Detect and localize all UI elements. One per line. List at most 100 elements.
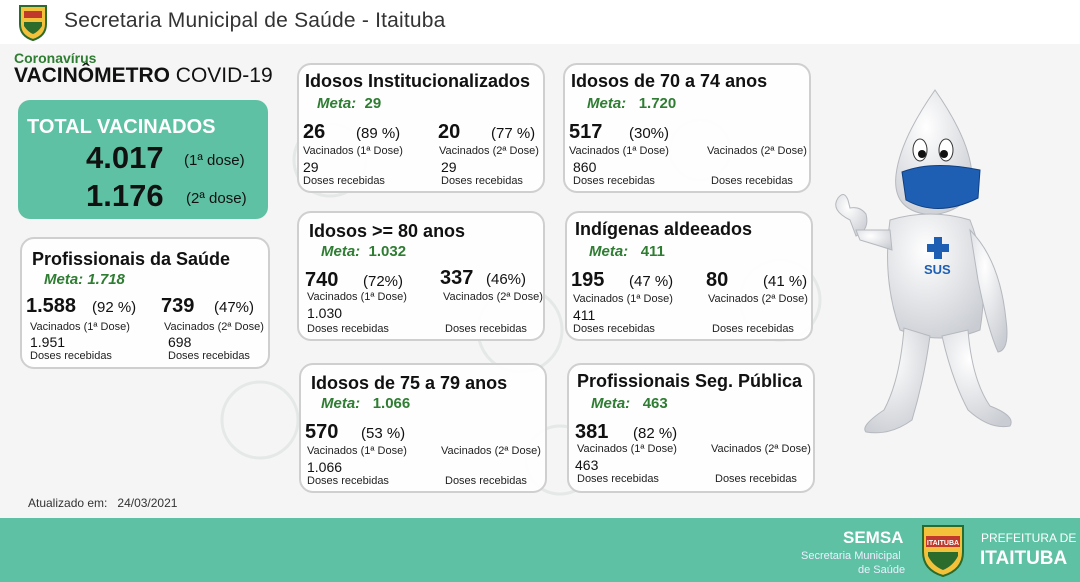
dose2-caption: Vacinados (2ª Dose) <box>708 293 808 305</box>
card-title: Idosos de 70 a 74 anos <box>571 71 768 91</box>
dose1-caption: Vacinados (1ª Dose) <box>307 291 407 303</box>
card-profissionais-saude: Profissionais da Saúde Meta: 1.718 1.588… <box>20 237 270 369</box>
total-dose2-label: (2ª dose) <box>186 190 247 207</box>
dose2-caption: Vacinados (2ª Dose) <box>439 145 539 157</box>
updated-date: 24/03/2021 <box>117 496 178 510</box>
coronavirus-label: Coronavírus <box>14 50 97 66</box>
footer-bar: SEMSA Secretaria Municipal de Saúde ITAI… <box>0 518 1080 582</box>
dose2-value: 739 <box>161 295 195 317</box>
card-title: Indígenas aldeeados <box>575 219 753 239</box>
itaituba-crest-logo: ITAITUBA <box>922 525 964 578</box>
dose2-value: 80 <box>706 269 729 291</box>
card-title: Idosos Institucionalizados <box>305 71 531 91</box>
dose1-percent: (72%) <box>363 273 404 290</box>
received1-value: 1.066 <box>307 459 343 475</box>
dose1-percent: (82 %) <box>633 425 678 442</box>
dose1-caption: Vacinados (1ª Dose) <box>569 145 669 157</box>
footer-semsa: SEMSA <box>843 528 904 547</box>
card-title: Profissionais da Saúde <box>32 249 231 269</box>
total-dose1-label: (1ª dose) <box>184 152 245 169</box>
dose1-percent: (30%) <box>629 125 670 142</box>
received1-value: 463 <box>575 457 599 473</box>
received1-caption: Doses recebidas <box>303 175 385 187</box>
received2-caption: Doses recebidas <box>445 323 527 335</box>
dose1-value: 381 <box>575 421 609 443</box>
svg-text:SUS: SUS <box>924 262 951 277</box>
received2-caption: Doses recebidas <box>441 175 523 187</box>
total-label: TOTAL VACINADOS <box>27 116 216 138</box>
dose2-value: 20 <box>438 121 461 143</box>
footer-prefeitura-line1: PREFEITURA DE <box>981 531 1077 545</box>
received2-caption: Doses recebidas <box>168 350 250 362</box>
card-indigenas-aldeados: Indígenas aldeeados Meta: 411 195 (47 %)… <box>565 211 813 341</box>
card-idosos-70-74: Idosos de 70 a 74 anos Meta: 1.720 517 (… <box>563 63 811 193</box>
footer-secretaria-line1: Secretaria Municipal <box>801 550 901 562</box>
card-meta: Meta: 1.032 <box>321 243 407 260</box>
card-meta: Meta: 411 <box>589 243 665 260</box>
vacinometro-heading: VACINÔMETRO COVID-19 <box>14 64 273 88</box>
card-title: Profissionais Seg. Pública <box>577 371 803 391</box>
received2-value: 698 <box>168 334 192 350</box>
received1-value: 860 <box>573 159 597 175</box>
card-idosos-75-79: Idosos de 75 a 79 anos Meta: 1.066 570 (… <box>299 363 547 493</box>
received1-caption: Doses recebidas <box>573 175 655 187</box>
dose2-percent: (77 %) <box>491 125 536 142</box>
dose1-value: 26 <box>303 121 326 143</box>
dose1-percent: (92 %) <box>92 299 137 316</box>
received2-value: 29 <box>441 159 457 175</box>
dose2-caption: Vacinados (2ª Dose) <box>707 145 807 157</box>
dose1-value: 517 <box>569 121 603 143</box>
dose1-percent: (89 %) <box>356 125 401 142</box>
dose1-caption: Vacinados (1ª Dose) <box>573 293 673 305</box>
total-dose2-value: 1.176 <box>86 178 164 213</box>
dose2-value: 337 <box>440 267 474 289</box>
received2-caption: Doses recebidas <box>712 323 794 335</box>
received1-caption: Doses recebidas <box>307 475 389 487</box>
dose1-percent: (47 %) <box>629 273 674 290</box>
dose2-caption: Vacinados (2ª Dose) <box>711 443 811 455</box>
dose2-caption: Vacinados (2ª Dose) <box>441 445 541 457</box>
received1-caption: Doses recebidas <box>307 323 389 335</box>
card-meta: Meta: 1.718 <box>44 271 125 288</box>
card-idosos-80-mais: Idosos >= 80 anos Meta: 1.032 740 (72%) … <box>297 211 545 341</box>
dose2-caption: Vacinados (2ª Dose) <box>164 321 264 333</box>
card-profissionais-seg-publica: Profissionais Seg. Pública Meta: 463 381… <box>567 363 815 493</box>
dose1-value: 1.588 <box>26 295 77 317</box>
footer-secretaria-line2: de Saúde <box>858 564 906 576</box>
updated-at: Atualizado em: 24/03/2021 <box>28 496 177 510</box>
received1-value: 1.030 <box>307 305 343 321</box>
received1-value: 1.951 <box>30 334 66 350</box>
total-dose1-value: 4.017 <box>86 140 164 175</box>
card-meta: Meta: 1.066 <box>321 395 411 412</box>
dose1-caption: Vacinados (1ª Dose) <box>307 445 407 457</box>
dose1-percent: (53 %) <box>361 425 406 442</box>
card-title: Idosos de 75 a 79 anos <box>311 373 508 393</box>
received1-value: 29 <box>303 159 319 175</box>
received1-caption: Doses recebidas <box>573 323 655 335</box>
footer-prefeitura-line2: ITAITUBA <box>980 548 1068 569</box>
received2-caption: Doses recebidas <box>711 175 793 187</box>
dose1-value: 570 <box>305 421 339 443</box>
dose2-percent: (41 %) <box>763 273 808 290</box>
received2-caption: Doses recebidas <box>715 473 797 485</box>
ze-gotinha-mascot-illustration: SUS <box>835 89 1012 434</box>
card-meta: Meta: 1.720 <box>587 95 677 112</box>
svg-text:ITAITUBA: ITAITUBA <box>927 540 959 547</box>
sus-badge-icon: SUS <box>924 237 951 277</box>
received1-value: 411 <box>573 307 596 323</box>
vacinometro-bold: VACINÔMETRO <box>14 64 170 87</box>
dose2-caption: Vacinados (2ª Dose) <box>443 291 543 303</box>
card-title: Idosos >= 80 anos <box>309 221 466 241</box>
dose2-percent: (46%) <box>486 271 527 288</box>
page-title: Secretaria Municipal de Saúde - Itaituba <box>64 9 446 32</box>
card-idosos-institucionalizados: Idosos Institucionalizados Meta: 29 26 (… <box>297 63 545 193</box>
header-bar: Secretaria Municipal de Saúde - Itaituba <box>0 0 1080 44</box>
dose1-value: 740 <box>305 269 339 291</box>
dose1-value: 195 <box>571 269 605 291</box>
dose1-caption: Vacinados (1ª Dose) <box>303 145 403 157</box>
dose2-percent: (47%) <box>214 299 255 316</box>
received2-caption: Doses recebidas <box>445 475 527 487</box>
total-vacinados-panel: TOTAL VACINADOS 4.017 (1ª dose) 1.176 (2… <box>18 100 268 219</box>
dose1-caption: Vacinados (1ª Dose) <box>577 443 677 455</box>
dose1-caption: Vacinados (1ª Dose) <box>30 321 130 333</box>
